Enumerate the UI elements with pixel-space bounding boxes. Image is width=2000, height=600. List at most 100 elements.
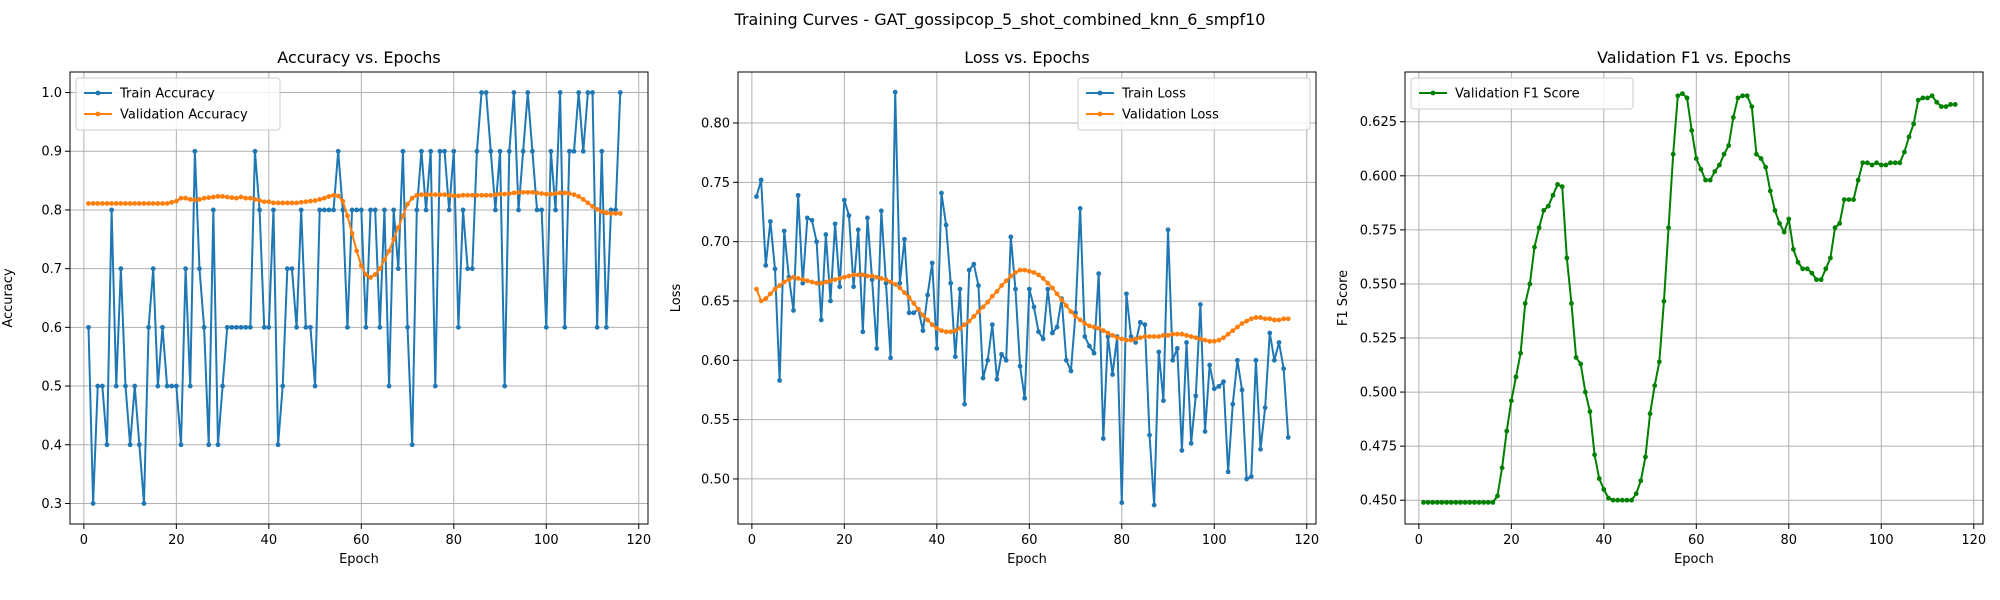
- data-point: [1670, 151, 1676, 157]
- data-point: [1582, 389, 1588, 395]
- data-point: [1105, 334, 1111, 339]
- data-point: [210, 194, 216, 200]
- legend: Train Accuracy Validation Accuracy: [75, 77, 281, 131]
- data-point: [1638, 478, 1644, 484]
- data-point: [795, 276, 801, 281]
- chart-panel-3: 0 20 40 60 80 100 120 0.450 0.475 0.500 0.525 0.550…: [1336, 48, 1986, 567]
- x-tick-label: 20: [1503, 533, 1520, 548]
- legend-box: [1410, 77, 1634, 110]
- data-point: [1248, 316, 1254, 322]
- data-point: [617, 211, 623, 216]
- data-point: [460, 192, 466, 198]
- data-point: [173, 198, 179, 204]
- data-point: [952, 328, 958, 334]
- x-tick-label: 80: [1781, 533, 1798, 548]
- data-point: [809, 217, 815, 223]
- data-point: [252, 196, 258, 202]
- data-point: [377, 324, 383, 330]
- data-point: [331, 207, 336, 213]
- data-point: [562, 190, 568, 196]
- data-point: [980, 375, 986, 381]
- data-point: [1221, 335, 1226, 341]
- data-point: [823, 232, 829, 237]
- data-point: [1036, 329, 1041, 335]
- data-point: [1262, 316, 1268, 322]
- data-point: [1448, 499, 1454, 505]
- data-point: [90, 501, 96, 506]
- data-point: [257, 207, 262, 213]
- data-point: [1147, 334, 1152, 339]
- y-tick-label: 0.7: [41, 262, 62, 277]
- data-point: [1444, 499, 1450, 505]
- data-point: [1068, 309, 1074, 315]
- data-point: [763, 296, 769, 301]
- data-point: [1244, 476, 1250, 482]
- data-point: [368, 207, 373, 213]
- data-point: [1087, 343, 1092, 349]
- data-point: [516, 207, 521, 213]
- data-point: [1091, 324, 1097, 330]
- data-point: [243, 195, 249, 201]
- data-point: [758, 298, 764, 304]
- data-point: [1559, 184, 1565, 190]
- data-point: [428, 192, 434, 198]
- data-point: [220, 194, 225, 199]
- data-point: [123, 383, 128, 389]
- data-point: [1458, 499, 1463, 505]
- data-point: [590, 204, 595, 209]
- data-point: [1110, 332, 1115, 338]
- data-point: [136, 201, 142, 206]
- data-point: [1211, 338, 1217, 344]
- data-point: [118, 266, 124, 272]
- data-point: [284, 200, 290, 206]
- data-point: [557, 90, 563, 95]
- data-point: [1151, 334, 1157, 339]
- data-point: [488, 148, 494, 154]
- series-validation-f1-score: [1421, 91, 1958, 505]
- data-point: [980, 304, 986, 310]
- data-point: [409, 195, 415, 201]
- data-point: [386, 383, 392, 389]
- data-point: [150, 266, 156, 272]
- data-point: [530, 148, 535, 154]
- data-point: [469, 192, 475, 198]
- data-point: [312, 383, 318, 389]
- data-point: [809, 279, 815, 285]
- data-point: [1008, 234, 1014, 240]
- data-point: [1073, 313, 1078, 319]
- data-point: [934, 346, 940, 351]
- data-point: [1818, 277, 1824, 283]
- data-point: [382, 257, 387, 263]
- data-point: [169, 383, 175, 389]
- y-tick-label: 0.625: [1360, 115, 1397, 130]
- data-point: [155, 383, 161, 389]
- data-point: [557, 190, 563, 196]
- data-point: [358, 263, 364, 269]
- data-point: [1508, 398, 1514, 404]
- data-point: [1846, 197, 1852, 203]
- data-point: [335, 148, 341, 154]
- data-point: [331, 192, 336, 198]
- data-point: [1453, 499, 1459, 505]
- data-point: [525, 90, 531, 95]
- data-point: [818, 317, 824, 323]
- data-point: [317, 196, 323, 202]
- data-point: [321, 195, 327, 201]
- data-point: [1832, 225, 1838, 231]
- data-point: [865, 273, 870, 279]
- data-point: [220, 383, 225, 389]
- data-point: [345, 324, 350, 330]
- data-point: [497, 191, 503, 197]
- data-point: [800, 277, 806, 283]
- data-point: [1128, 337, 1134, 343]
- chart-title: Loss vs. Epochs: [964, 48, 1089, 67]
- data-point: [326, 207, 332, 213]
- data-point: [948, 280, 954, 286]
- data-point: [994, 376, 1000, 382]
- data-point: [976, 309, 981, 315]
- data-point: [1225, 469, 1231, 475]
- data-point: [192, 148, 198, 154]
- data-point: [1124, 291, 1129, 297]
- data-point: [506, 191, 512, 196]
- data-point: [206, 195, 212, 201]
